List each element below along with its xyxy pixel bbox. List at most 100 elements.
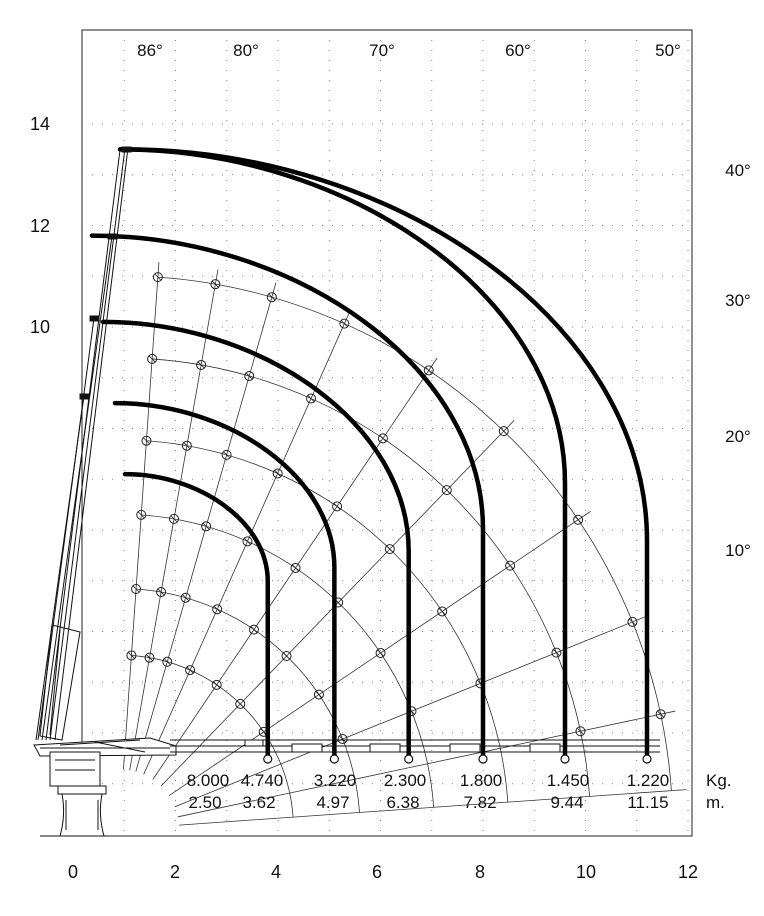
load-envelopes (89, 147, 652, 764)
boom-tip-marker-cross (213, 605, 221, 613)
boom-tip-marker (126, 650, 137, 661)
x-tick-0: 0 (68, 862, 78, 882)
boom-angle-line (177, 710, 676, 818)
boom-tip-marker-cross (500, 427, 508, 435)
load-envelope-curve (122, 471, 270, 758)
plot-frame (81, 29, 693, 837)
boom-tip-marker (242, 536, 253, 547)
load-envelope-curve (100, 319, 411, 758)
top-angle-labels: 86° 80° 70° 60° 50° (137, 41, 681, 60)
boom-tip-marker (377, 433, 388, 444)
x-tick-4: 4 (271, 862, 281, 882)
boom-tip-marker-cross (268, 293, 276, 301)
boom-tip-marker-cross (577, 727, 584, 735)
boom-tip-marker-cross (197, 361, 205, 369)
angle-label-50: 50° (655, 41, 681, 60)
envelope-end-marker (404, 754, 414, 764)
boom-tip-marker-cross (143, 437, 150, 445)
outreach-value: 6.38 (386, 793, 419, 812)
x-tick-8: 8 (475, 862, 485, 882)
boom-tip-marker (573, 514, 584, 525)
boom-tip-marker (627, 616, 638, 627)
boom-tip-marker (181, 440, 192, 451)
boom-tip-marker-cross (657, 710, 664, 718)
boom-tip-marker (655, 709, 666, 720)
envelope-end-marker (478, 754, 488, 764)
envelope-end-marker (329, 754, 339, 764)
angle-label-86: 86° (137, 41, 163, 60)
boom-tip-marker (152, 272, 163, 283)
boom-tip-marker (375, 648, 386, 659)
boom-tip-marker (136, 509, 147, 520)
boom-tip-marker (266, 292, 277, 303)
angle-label-10: 10° (725, 541, 751, 560)
boom-tip-marker-cross (506, 562, 514, 569)
boom-tip-marker-cross (170, 515, 178, 523)
boom-tip-marker (281, 651, 292, 662)
outreach-value: 9.44 (550, 793, 583, 812)
load-envelope-curve (122, 147, 650, 758)
x-tick-12: 12 (678, 862, 698, 882)
outreach-value: 4.97 (316, 793, 349, 812)
boom-angle-line (152, 357, 438, 780)
boom-tip-marker-cross (341, 320, 348, 327)
outreach-value: 2.50 (188, 793, 221, 812)
boom-tip-marker-cross (553, 649, 560, 656)
boom-tip-marker-cross (443, 486, 451, 494)
boom-tip-marker (156, 587, 167, 598)
boom-tip-marker-cross (315, 691, 323, 698)
boom-tip-marker-cross (274, 470, 281, 477)
boom-tip-marker-cross (245, 372, 253, 380)
outreach-values: 2.50 3.62 4.97 6.38 7.82 9.44 11.15 m. (188, 793, 724, 812)
boom-tip-marker (180, 592, 191, 603)
load-value: 4.740 (241, 771, 284, 790)
crane-boom-drawing (33, 146, 660, 837)
reach-arc (157, 276, 672, 791)
boom-tip-marker (144, 652, 155, 663)
boom-tip-marker (272, 468, 283, 479)
angle-label-80: 80° (233, 41, 259, 60)
boom-angle-line (135, 282, 277, 772)
y-tick-10: 10 (30, 317, 50, 337)
boom-tip-marker-cross (283, 652, 290, 660)
boom-tip-marker-cross (128, 652, 135, 659)
envelope-end-marker (263, 754, 273, 764)
boom-tip-marker (235, 698, 246, 709)
boom-tip-marker-cross (333, 503, 341, 510)
boom-tip-marker-cross (377, 649, 384, 657)
boom-tip-marker (306, 393, 317, 404)
load-envelope-curve (112, 400, 337, 758)
x-tick-10: 10 (576, 862, 596, 882)
y-tick-14: 14 (30, 114, 50, 134)
envelope-end-marker (642, 754, 652, 764)
boom-tip-marker (423, 365, 434, 376)
boom-tip-marker-cross (212, 280, 219, 288)
y-axis-ticks: 14 12 10 (30, 114, 50, 337)
boom-tip-marker-cross (386, 545, 394, 553)
boom-tip-marker (441, 485, 452, 496)
boom-tip-marker-cross (146, 654, 153, 661)
boom-tip-marker-cross (339, 735, 346, 743)
boom-tip-marker-cross (237, 700, 244, 708)
load-unit: Kg. (706, 771, 732, 790)
load-value: 1.800 (460, 771, 503, 790)
load-value: 1.450 (547, 771, 590, 790)
load-envelope-curve (89, 233, 486, 758)
boom-tip-marker-cross (154, 273, 162, 281)
boom-tip-marker-cross (438, 608, 446, 615)
boom-tip-marker (290, 562, 301, 573)
boom-angle-line (160, 420, 515, 787)
boom-tip-marker-cross (574, 516, 582, 524)
x-axis-ticks: 0 2 4 6 8 10 12 (68, 862, 698, 882)
boom-tip-marker (196, 359, 207, 370)
boom-tip-marker-cross (213, 681, 220, 689)
boom-tip-marker-cross (182, 594, 189, 602)
load-value: 1.220 (627, 771, 670, 790)
angle-label-40: 40° (725, 161, 751, 180)
boom-tip-marker (211, 679, 222, 690)
boom-tip-marker (551, 647, 562, 658)
boom-tip-marker-cross (223, 451, 230, 459)
boom-tip-marker-cross (202, 523, 210, 530)
outreach-value: 11.15 (627, 793, 668, 812)
